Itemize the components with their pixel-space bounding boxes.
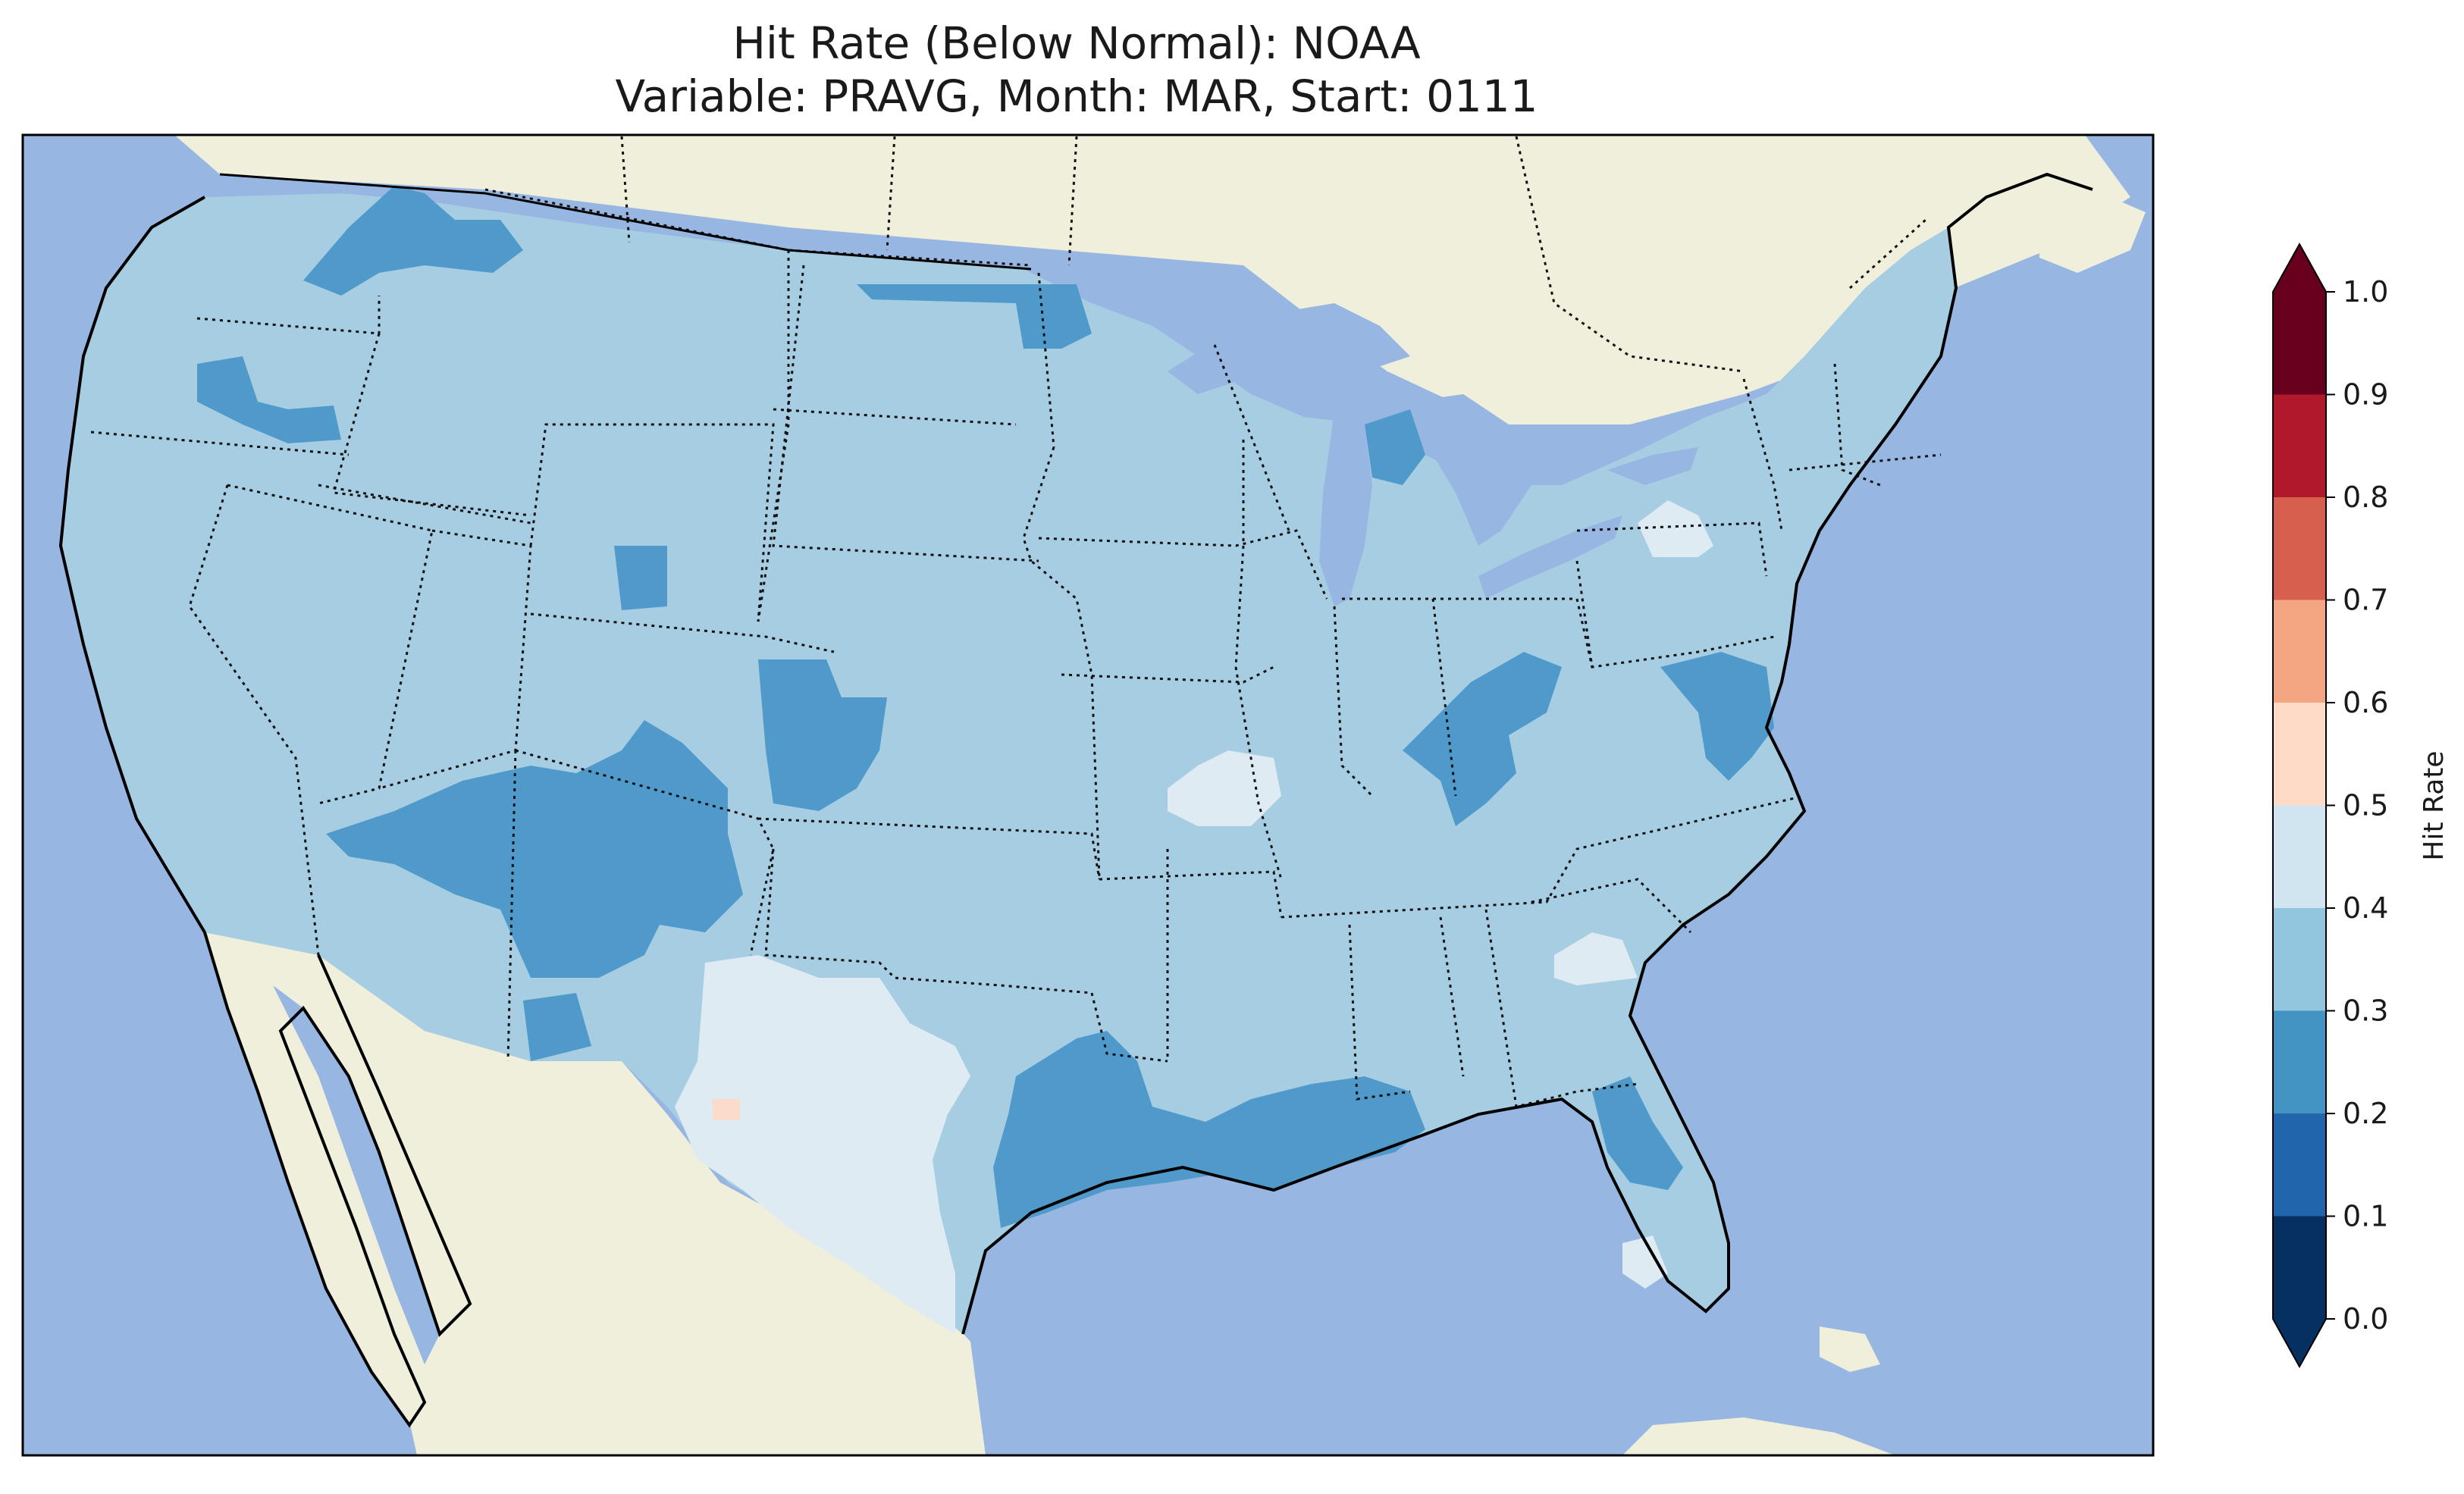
colorbar-tick-label: 0.8 xyxy=(2343,481,2388,514)
colorbar-tick-label: 0.5 xyxy=(2343,789,2388,822)
region-low-four-corners xyxy=(326,720,743,978)
colorbar-bin-4 xyxy=(2273,805,2326,908)
lake-huron xyxy=(1410,394,1554,546)
colorbar-tick-label: 0.6 xyxy=(2343,686,2388,719)
lake-erie xyxy=(1478,515,1622,599)
colorbar-bin-6 xyxy=(2273,600,2326,703)
colorbar-tick-label: 0.7 xyxy=(2343,584,2388,617)
lake-ontario xyxy=(1607,447,1698,485)
map-subtitle: Variable: PRAVG, Month: MAR, Start: 0111 xyxy=(615,70,1538,122)
colorbar-tick-label: 0.4 xyxy=(2343,891,2388,925)
land-canada xyxy=(174,135,2130,424)
colorbar-tick-label: 0.2 xyxy=(2343,1097,2388,1130)
colorbar-extend-over xyxy=(2273,244,2326,292)
lake-superior xyxy=(1168,303,1410,394)
colorbar-tick-label: 0.1 xyxy=(2343,1200,2388,1233)
colorbar-bin-8 xyxy=(2273,394,2326,497)
colorbar-bin-9 xyxy=(2273,292,2326,395)
lake-michigan xyxy=(1319,409,1372,606)
sea-gulf-of-california xyxy=(273,985,440,1364)
region-low-montana-nd xyxy=(857,284,1092,349)
region-mid-west-texas xyxy=(675,955,970,1334)
colorbar-tick-label: 0.0 xyxy=(2343,1302,2388,1336)
land-yucatan-edge xyxy=(1622,1417,1895,1455)
hit-rate-field xyxy=(197,186,1774,1334)
land-mexico xyxy=(205,932,986,1455)
land-baja xyxy=(205,932,425,1425)
great-lakes xyxy=(1168,303,1698,606)
baja-coastline xyxy=(203,932,472,1428)
region-mid-new-york xyxy=(1638,500,1713,557)
us-coastline xyxy=(58,172,2093,1335)
state-borders xyxy=(90,136,1942,1108)
colorbar-tick-label: 0.3 xyxy=(2343,994,2388,1028)
colorbar-bin-0 xyxy=(2273,1216,2326,1319)
region-low-arizona-south xyxy=(523,993,591,1061)
region-low-oregon xyxy=(197,356,341,443)
region-mid-carolinas xyxy=(1554,932,1638,985)
colorbar-bin-7 xyxy=(2273,497,2326,600)
us-canada-border xyxy=(219,173,1032,271)
region-low-virginia xyxy=(1660,652,1774,781)
region-low-wyoming xyxy=(614,546,667,610)
region-low-michigan xyxy=(1365,409,1425,485)
map-title: Hit Rate (Below Normal): NOAA xyxy=(732,17,1421,69)
region-mid-missouri xyxy=(1168,750,1281,826)
colorbar-tick-label: 1.0 xyxy=(2343,275,2388,309)
region-low-florida xyxy=(1592,1076,1683,1190)
colorbar-bin-3 xyxy=(2273,908,2326,1011)
region-low-washington xyxy=(303,186,523,296)
colorbar-bin-1 xyxy=(2273,1113,2326,1217)
map-frame xyxy=(21,133,2155,1457)
colorbar-label: Hit Rate xyxy=(2419,750,2450,860)
land-cuba xyxy=(1820,1326,1880,1372)
region-high-texas-spot xyxy=(713,1099,740,1120)
colorbar-tick-label: 0.9 xyxy=(2343,378,2388,412)
region-low-east-texas-la xyxy=(993,1031,1425,1228)
land-newfoundland xyxy=(2039,189,2146,273)
region-low-colorado-kansas xyxy=(758,659,887,811)
region-mid-florida-south xyxy=(1622,1236,1668,1289)
colorbar-extend-under xyxy=(2273,1319,2326,1367)
colorbar-bin-5 xyxy=(2273,703,2326,806)
region-low-ohio-valley xyxy=(1403,652,1562,826)
colorbar-bin-2 xyxy=(2273,1010,2326,1113)
